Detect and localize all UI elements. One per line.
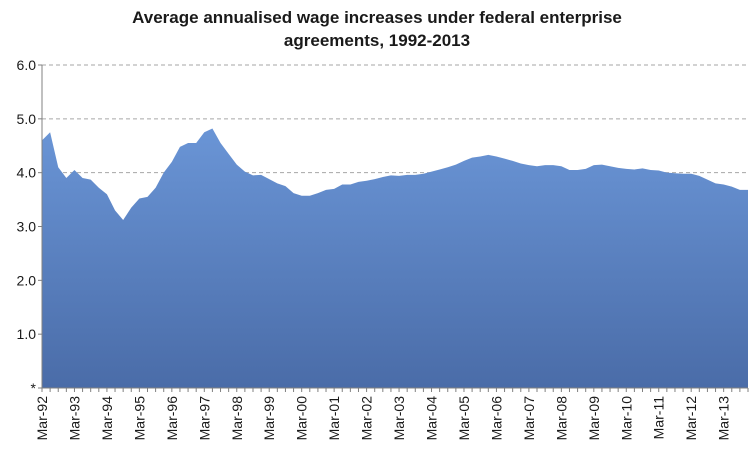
y-tick-label: 5.0 [17,111,37,127]
x-tick-label: Mar-03 [391,396,407,441]
x-tick-label: Mar-97 [196,396,212,441]
x-tick-label: Mar-07 [521,396,537,441]
x-tick-label: Mar-02 [359,396,375,441]
x-tick-label: Mar-98 [229,396,245,441]
y-tick-label: 2.0 [17,272,37,288]
x-tick-label: Mar-93 [66,396,82,441]
y-tick-label: 4.0 [17,165,37,181]
x-tick-label: Mar-11 [651,396,667,440]
x-tick-label: Mar-12 [683,396,699,441]
x-tick-label: Mar-09 [586,396,602,441]
y-tick-label: 3.0 [17,219,37,235]
area-series [42,128,748,388]
chart-title: Average annualised wage increases under … [0,6,754,52]
x-tick-label: Mar-00 [294,396,310,441]
y-tick-label: 1.0 [17,326,37,342]
x-tick-label: Mar-10 [618,396,634,441]
x-tick-label: Mar-06 [488,396,504,441]
chart-title-line-1: Average annualised wage increases under … [132,8,622,27]
x-tick-label: Mar-99 [261,396,277,441]
x-tick-label: Mar-08 [553,396,569,441]
x-tick-label: Mar-96 [164,396,180,441]
x-tick-label: Mar-94 [99,396,115,441]
x-tick-label: Mar-05 [456,396,472,441]
x-tick-label: Mar-92 [34,396,50,441]
y-tick-label: * [31,380,37,396]
chart-title-line-2: agreements, 1992-2013 [283,31,471,50]
x-tick-label: Mar-01 [326,396,342,441]
x-tick-label: Mar-04 [424,396,440,441]
x-tick-label: Mar-95 [131,396,147,441]
x-tick-label: Mar-13 [716,396,732,441]
y-tick-label: 6.0 [17,57,37,73]
